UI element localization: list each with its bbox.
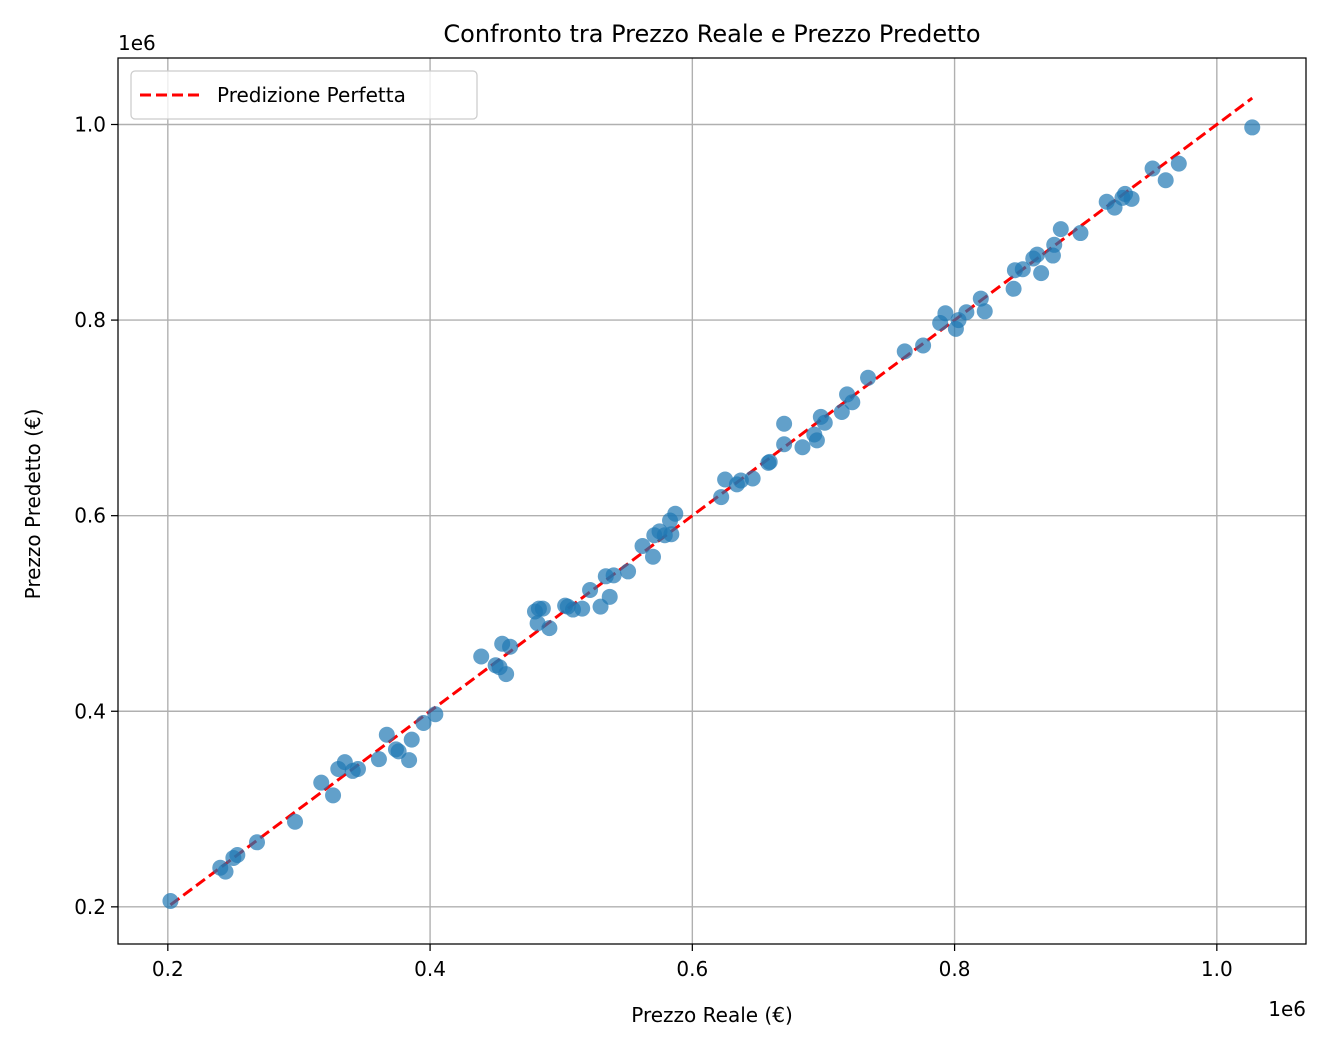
data-point — [1029, 246, 1046, 263]
data-point — [833, 404, 850, 421]
data-points — [162, 119, 1261, 909]
data-point — [972, 290, 989, 307]
data-point — [1005, 280, 1022, 297]
data-point — [378, 726, 395, 743]
data-point — [1046, 236, 1063, 253]
data-point — [313, 774, 330, 791]
data-point — [732, 472, 749, 489]
data-point — [915, 337, 932, 354]
data-point — [1014, 261, 1031, 278]
data-point — [634, 537, 651, 554]
data-point — [601, 588, 618, 605]
data-point — [390, 743, 407, 760]
data-point — [582, 581, 599, 598]
grid-lines — [118, 58, 1306, 944]
data-point — [427, 706, 444, 723]
x-axis-offset-label: 1e6 — [1268, 997, 1306, 1021]
legend: Predizione Perfetta — [130, 70, 478, 120]
data-point — [349, 760, 366, 777]
data-point — [217, 863, 234, 880]
data-point — [896, 343, 913, 360]
data-point — [1144, 160, 1161, 177]
legend-label: Predizione Perfetta — [217, 83, 406, 107]
data-point — [1170, 155, 1187, 172]
data-point — [663, 526, 680, 543]
data-point — [229, 847, 246, 864]
data-point — [1072, 225, 1089, 242]
data-point — [860, 369, 877, 386]
data-point — [937, 305, 954, 322]
y-axis-label: Prezzo Predetto (€) — [21, 409, 45, 600]
y-tick-label: 0.2 — [74, 895, 106, 919]
data-point — [370, 751, 387, 768]
data-point — [776, 415, 793, 432]
x-tick-label: 1.0 — [1201, 957, 1233, 981]
data-point — [162, 892, 179, 909]
data-point — [1244, 119, 1261, 136]
data-point — [534, 600, 551, 617]
data-point — [415, 714, 432, 731]
data-point — [401, 752, 418, 769]
data-point — [473, 648, 490, 665]
data-point — [794, 439, 811, 456]
data-point — [1157, 172, 1174, 189]
x-axis-label: Prezzo Reale (€) — [631, 1003, 793, 1027]
data-point — [325, 787, 342, 804]
data-point — [958, 304, 975, 321]
data-point — [287, 813, 304, 830]
y-tick-label: 1.0 — [74, 112, 106, 136]
y-tick-label: 0.8 — [74, 308, 106, 332]
data-point — [976, 303, 993, 320]
legend-box — [130, 70, 478, 120]
data-point — [498, 666, 515, 683]
data-point — [1052, 221, 1069, 238]
data-point — [761, 453, 778, 470]
data-point — [1123, 190, 1140, 207]
plot-frame — [117, 57, 1307, 945]
y-tick-label: 0.4 — [74, 699, 106, 723]
y-axis-offset-label: 1e6 — [118, 31, 156, 55]
data-point — [1033, 265, 1050, 282]
data-point — [403, 731, 420, 748]
x-tick-label: 0.8 — [939, 957, 971, 981]
data-point — [620, 563, 637, 580]
data-point — [808, 432, 825, 449]
data-point — [844, 394, 861, 411]
data-point — [744, 470, 761, 487]
x-tick-label: 0.6 — [676, 957, 708, 981]
data-point — [776, 436, 793, 453]
data-point — [816, 414, 833, 431]
data-point — [667, 505, 684, 522]
data-point — [541, 620, 558, 637]
x-tick-label: 0.2 — [152, 957, 184, 981]
data-point — [574, 600, 591, 617]
x-tick-label: 0.4 — [414, 957, 446, 981]
data-point — [248, 834, 265, 851]
data-point — [644, 548, 661, 565]
axis-ticks: 0.2 0.4 0.6 0.8 1.0 0.2 0.4 0.6 0.8 1.0 — [74, 112, 1233, 981]
data-point — [713, 489, 730, 506]
data-point — [502, 638, 519, 655]
chart-title: Confronto tra Prezzo Reale e Prezzo Pred… — [443, 20, 980, 48]
data-point — [605, 567, 622, 584]
y-tick-label: 0.6 — [74, 504, 106, 528]
